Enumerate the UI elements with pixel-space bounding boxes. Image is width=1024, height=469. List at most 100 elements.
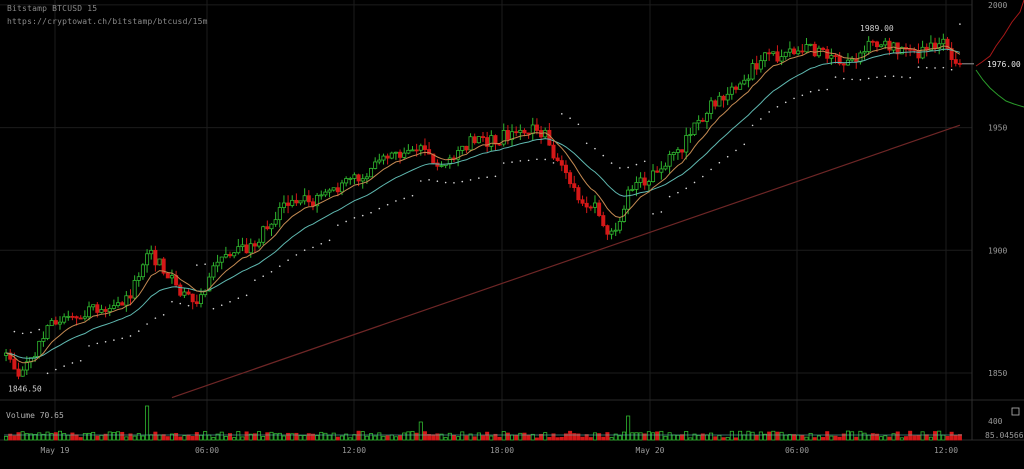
candle-body [825, 49, 830, 59]
volume-bar [485, 431, 490, 441]
sar-dot [735, 149, 737, 152]
candle-body [232, 252, 237, 257]
sar-dot [818, 89, 820, 91]
candle-body [298, 200, 303, 204]
volume-bar [779, 431, 784, 441]
candle-body [182, 291, 187, 296]
candle-body [281, 202, 286, 208]
volume-bar [655, 431, 660, 441]
candle-body [605, 225, 610, 235]
volume-bar [269, 431, 274, 441]
volume-bar [592, 432, 597, 441]
sar-dot [436, 180, 439, 182]
x-tick-label: 12:00 [342, 446, 366, 455]
sar-dot [13, 330, 16, 333]
sar-dot [312, 246, 314, 249]
sar-dot [743, 143, 746, 146]
volume-bar [812, 437, 817, 441]
volume-bar [414, 432, 419, 441]
volume-bar [559, 437, 564, 441]
sar-dot [337, 224, 339, 226]
candle-body [709, 100, 714, 114]
candle-body [323, 191, 328, 196]
volume-bar [895, 431, 900, 441]
volume-bar [804, 436, 809, 441]
candle-body [601, 215, 606, 227]
volume-bar [95, 435, 100, 441]
candle-body [348, 178, 353, 180]
volume-bar [829, 435, 834, 441]
candle-body [20, 369, 25, 377]
volume-bar [659, 430, 664, 441]
candle-body [945, 38, 950, 49]
volume-bar [800, 434, 805, 441]
candle-body [800, 50, 805, 53]
y-tick-label: 1850 [988, 369, 1007, 378]
candle-body [862, 51, 867, 54]
sar-dot [718, 161, 721, 164]
volume-bar [721, 437, 726, 441]
candle-body [286, 202, 291, 206]
candle-body [866, 40, 871, 52]
candle-body [555, 157, 560, 161]
volume-bar [431, 434, 436, 441]
candle-body [66, 315, 71, 318]
volume-bar [91, 431, 96, 441]
volume-bar [248, 433, 253, 441]
sar-dot [63, 365, 65, 367]
candle-body [928, 42, 933, 51]
volume-bar [833, 435, 838, 441]
sar-dot [345, 220, 347, 223]
volume-bar [169, 433, 174, 441]
volume-bar [120, 431, 125, 441]
volume-bar [319, 431, 324, 441]
volume-bar [671, 434, 676, 441]
sar-dot [353, 217, 356, 219]
volume-bar [651, 432, 656, 441]
volume-bar [228, 433, 233, 441]
volume-bar [613, 433, 618, 441]
candle-body [356, 174, 361, 182]
candle-body [74, 316, 79, 319]
volume-bar [281, 435, 286, 441]
candle-body [580, 199, 585, 204]
candle-body [273, 219, 278, 225]
candle-body [431, 153, 436, 164]
candle-body [572, 183, 577, 188]
candle-body [87, 306, 92, 318]
candle-body [879, 44, 884, 48]
source-url[interactable]: https://cryptowat.ch/bitstamp/btcusd/15m [7, 17, 208, 26]
volume-bar [783, 434, 788, 441]
sar-dot [295, 254, 298, 256]
volume-bar [953, 434, 958, 441]
volume-bar [53, 432, 58, 441]
candle-body [45, 325, 50, 339]
volume-bar [265, 432, 270, 441]
candle-body [609, 230, 614, 235]
sar-dot [179, 302, 182, 305]
volume-bar [45, 431, 50, 441]
volume-bar [874, 433, 879, 441]
y-tick-label: 2000 [988, 1, 1007, 10]
volume-bar [597, 433, 602, 441]
volume-bar [476, 432, 481, 441]
candle-body [597, 202, 602, 216]
x-tick-label: 06:00 [195, 446, 219, 455]
volume-bar [447, 432, 452, 441]
candle-body [771, 51, 776, 54]
candle-body [841, 63, 846, 66]
sar-dot [494, 175, 497, 178]
candle-body [920, 46, 925, 59]
candle-body [501, 130, 506, 145]
volume-bar [132, 435, 137, 441]
volume-bar [356, 430, 361, 441]
volume-bar [899, 437, 904, 441]
volume-bar [427, 434, 432, 441]
volume-bar [684, 431, 689, 441]
candle-body [821, 47, 826, 50]
volume-bar [364, 435, 369, 441]
volume-bar [908, 430, 913, 441]
sar-dot [478, 177, 480, 179]
